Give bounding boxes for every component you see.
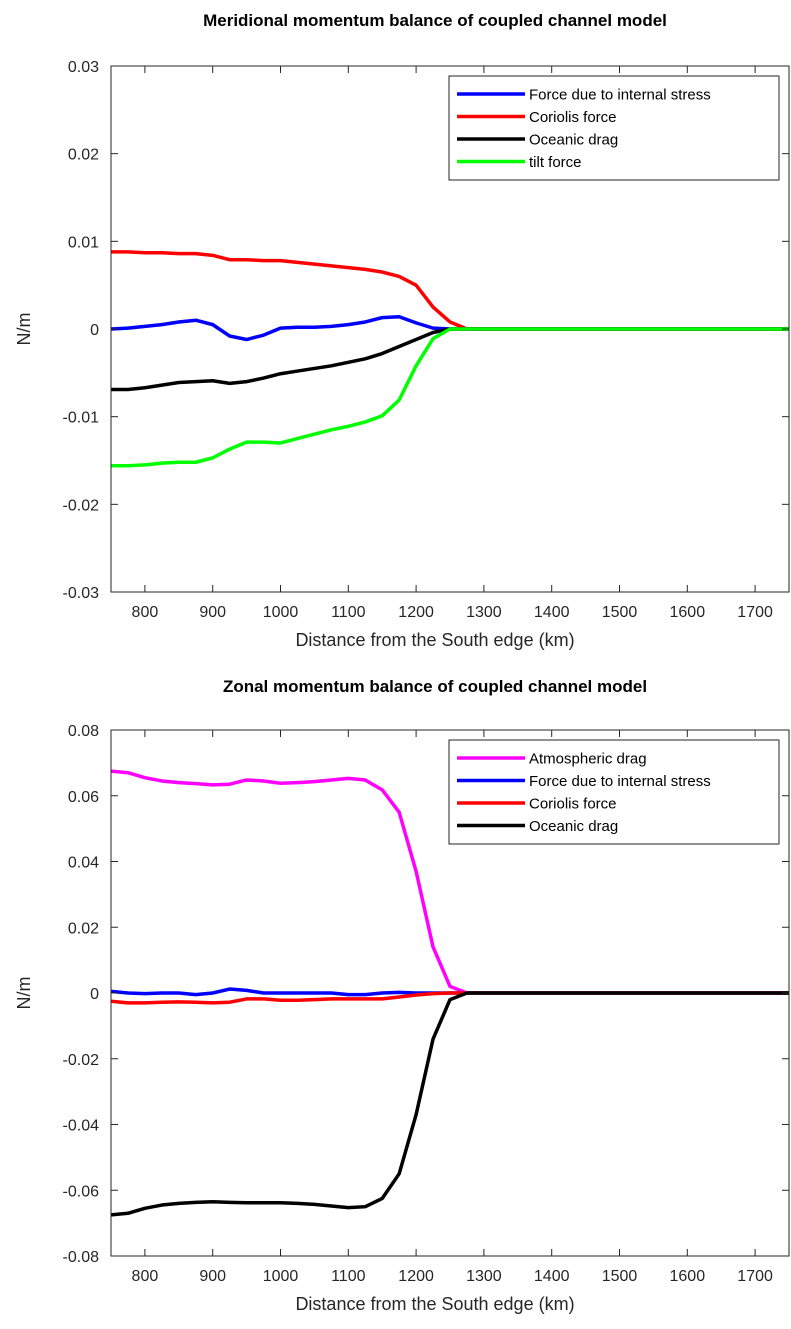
- legend-label: tilt force: [529, 154, 582, 171]
- x-tick-label: 1500: [602, 604, 638, 621]
- y-tick-label: 0.03: [68, 59, 99, 76]
- chart-title: Zonal momentum balance of coupled channe…: [223, 677, 647, 696]
- y-tick-label: 0: [90, 986, 99, 1003]
- y-tick-label: 0.02: [68, 920, 99, 937]
- y-tick-label: 0.04: [68, 855, 99, 872]
- legend: Force due to internal stress Coriolis for…: [448, 75, 780, 181]
- x-axis-label: Distance from the South edge (km): [295, 1294, 574, 1314]
- series-line-4: [111, 991, 789, 1217]
- x-tick-label: 1500: [602, 1268, 638, 1285]
- series-line-1: [111, 769, 789, 995]
- series-line-3: [111, 327, 789, 392]
- y-tick-label: 0: [90, 322, 99, 339]
- legend-label: Oceanic drag: [529, 818, 618, 835]
- legend: Atmospheric drag Force due to internal st…: [448, 739, 780, 845]
- y-tick-label: -0.03: [63, 585, 100, 602]
- x-tick-label: 1700: [737, 604, 773, 621]
- y-tick-label: -0.06: [63, 1183, 100, 1200]
- y-tick-label: 0.08: [68, 723, 99, 740]
- y-axis-label: N/m: [14, 977, 34, 1010]
- legend-label: Coriolis force: [529, 109, 617, 126]
- series-line-2: [111, 250, 789, 331]
- y-tick-label: 0.01: [68, 234, 99, 251]
- legend-label: Oceanic drag: [529, 132, 618, 149]
- x-tick-label: 900: [199, 604, 226, 621]
- y-axis-label: N/m: [14, 313, 34, 346]
- x-tick-label: 800: [132, 1268, 159, 1285]
- legend-label: Force due to internal stress: [529, 773, 711, 790]
- chart-1: Meridional momentum balance of coupled c…: [14, 11, 790, 650]
- x-tick-label: 1200: [398, 604, 434, 621]
- y-tick-label: -0.01: [63, 410, 100, 427]
- y-tick-label: 0.02: [68, 147, 99, 164]
- x-tick-label: 1300: [466, 1268, 502, 1285]
- x-tick-label: 1300: [466, 604, 502, 621]
- chart-2: Zonal momentum balance of coupled channe…: [14, 677, 790, 1314]
- y-tick-label: -0.02: [63, 497, 100, 514]
- legend-label: Coriolis force: [529, 796, 617, 813]
- series-line-1: [111, 314, 789, 342]
- x-axis-label: Distance from the South edge (km): [295, 630, 574, 650]
- x-tick-label: 1700: [737, 1268, 773, 1285]
- x-tick-label: 1100: [331, 604, 366, 621]
- x-tick-label: 1400: [534, 604, 570, 621]
- x-tick-label: 900: [199, 1268, 226, 1285]
- legend-label: Atmospheric drag: [529, 751, 647, 768]
- legend-label: Force due to internal stress: [529, 87, 711, 104]
- series-line-4: [111, 327, 789, 468]
- y-tick-label: -0.04: [63, 1118, 100, 1135]
- x-tick-label: 1000: [263, 604, 299, 621]
- y-tick-label: 0.06: [68, 789, 99, 806]
- x-tick-label: 1600: [670, 1268, 706, 1285]
- chart-title: Meridional momentum balance of coupled c…: [203, 11, 667, 30]
- x-tick-label: 1400: [534, 1268, 570, 1285]
- series-lines: [111, 769, 789, 1217]
- x-tick-label: 1100: [331, 1268, 366, 1285]
- x-tick-label: 1200: [398, 1268, 434, 1285]
- series-line-3: [111, 991, 789, 1005]
- x-tick-label: 1000: [263, 1268, 299, 1285]
- y-tick-label: -0.02: [63, 1052, 100, 1069]
- series-lines: [111, 250, 789, 468]
- y-tick-label: -0.08: [63, 1249, 100, 1266]
- x-tick-label: 800: [132, 604, 159, 621]
- x-tick-label: 1600: [670, 604, 706, 621]
